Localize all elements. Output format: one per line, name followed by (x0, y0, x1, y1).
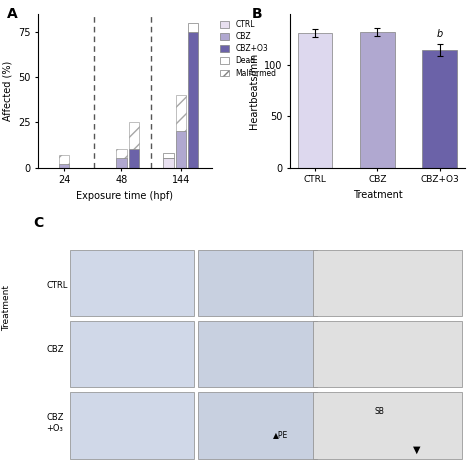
X-axis label: Exposure time (hpf): Exposure time (hpf) (76, 191, 173, 201)
Bar (128, 149, 139, 167)
Bar (188, 23, 198, 32)
Text: CBZ
+O₃: CBZ +O₃ (46, 413, 64, 433)
FancyBboxPatch shape (198, 392, 317, 459)
FancyBboxPatch shape (70, 321, 193, 387)
Bar (422, 50, 456, 167)
Legend: CTRL, CBZ, CBZ+O3, Dead, Malformed: CTRL, CBZ, CBZ+O3, Dead, Malformed (218, 18, 278, 80)
FancyBboxPatch shape (313, 392, 462, 459)
Text: A: A (7, 7, 18, 20)
Bar (360, 32, 394, 167)
X-axis label: Treatment: Treatment (353, 190, 402, 200)
Bar (116, 158, 127, 167)
Y-axis label: Affected (%): Affected (%) (2, 61, 12, 121)
Text: CTRL: CTRL (46, 281, 68, 290)
Text: Treatment: Treatment (2, 285, 11, 331)
Bar (59, 164, 69, 167)
FancyBboxPatch shape (70, 392, 193, 459)
Bar (128, 122, 139, 149)
FancyBboxPatch shape (198, 321, 317, 387)
Text: ▼: ▼ (413, 445, 421, 455)
Bar (164, 158, 173, 167)
FancyBboxPatch shape (70, 249, 193, 316)
Bar (164, 153, 173, 158)
Bar (188, 32, 198, 167)
Text: ▲PE: ▲PE (273, 430, 288, 439)
Bar (116, 149, 127, 158)
FancyBboxPatch shape (313, 321, 462, 387)
Text: b: b (437, 29, 443, 39)
Y-axis label: Heartbeats/min: Heartbeats/min (249, 53, 259, 129)
FancyBboxPatch shape (198, 249, 317, 316)
Bar (175, 131, 186, 167)
Text: CBZ: CBZ (46, 345, 64, 354)
Text: C: C (34, 216, 44, 230)
Text: B: B (252, 7, 263, 20)
Bar (298, 33, 332, 167)
Bar (175, 95, 186, 131)
FancyBboxPatch shape (313, 249, 462, 316)
Bar (59, 155, 69, 164)
Text: SB: SB (375, 407, 385, 416)
